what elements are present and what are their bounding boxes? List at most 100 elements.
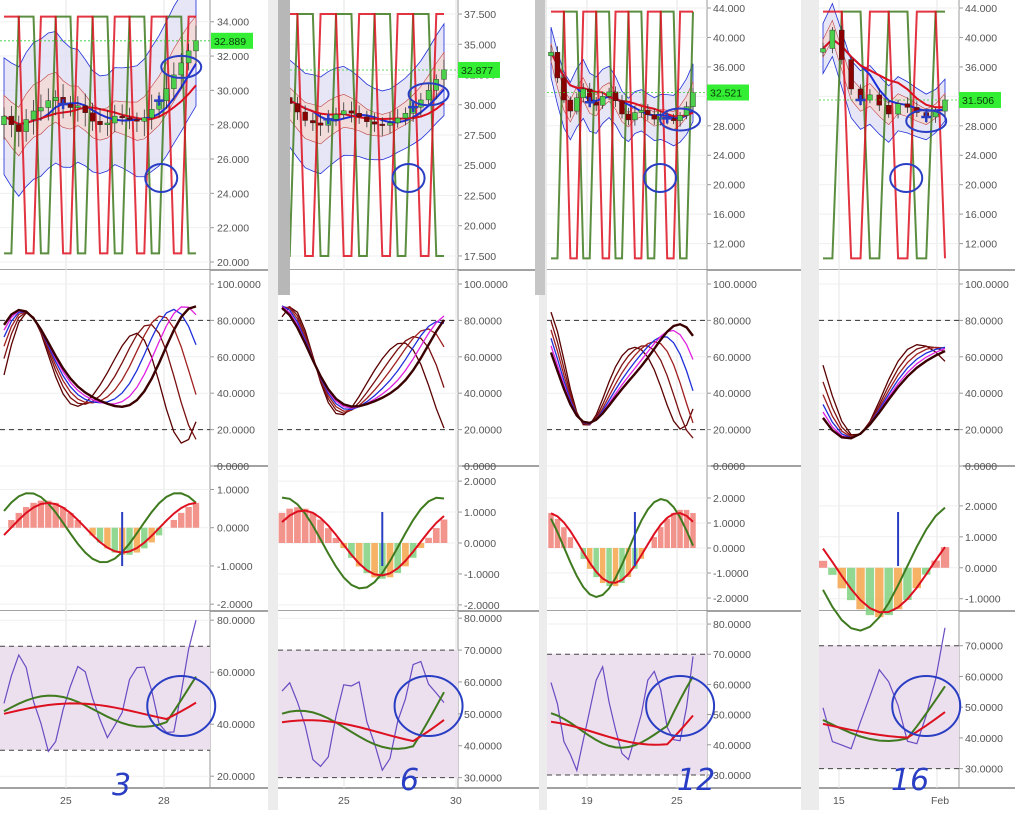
stoch-tick-label: 100.0000 bbox=[965, 279, 1009, 291]
panel-scrollbar[interactable] bbox=[278, 0, 290, 295]
macd-histogram-bar bbox=[325, 528, 332, 543]
price-tick-label: 12.000 bbox=[713, 239, 745, 251]
price-tick-label: 20.000 bbox=[965, 180, 997, 192]
candle-body bbox=[442, 70, 447, 80]
macd-histogram-bar bbox=[548, 513, 553, 548]
macd-histogram-bar bbox=[425, 538, 432, 543]
rsi-tick-label: 70.0000 bbox=[464, 645, 502, 657]
rsi-tick-label: 40.0000 bbox=[217, 719, 255, 731]
macd-tick-label: 1.0000 bbox=[464, 507, 496, 519]
chart-svg-4[interactable]: 15Feb44.00040.00036.00032.00028.00024.00… bbox=[819, 0, 1015, 810]
rsi-tick-label: 20.0000 bbox=[217, 771, 255, 783]
macd-tick-label: 0.0000 bbox=[965, 563, 997, 575]
chart-svg-2[interactable]: 253037.50035.00032.50030.00027.50025.000… bbox=[278, 0, 539, 810]
chart-column-4[interactable]: 15Feb44.00040.00036.00032.00028.00024.00… bbox=[819, 0, 1015, 810]
candle-body bbox=[639, 110, 644, 112]
candle-body bbox=[303, 112, 308, 120]
candle-body bbox=[357, 113, 362, 117]
candle-body bbox=[134, 120, 139, 122]
candle-body bbox=[9, 116, 14, 125]
stoch-tick-label: 60.0000 bbox=[217, 352, 255, 364]
price-tick-label: 26.000 bbox=[217, 154, 249, 166]
macd-tick-label: 2.0000 bbox=[965, 501, 997, 513]
candle-body bbox=[179, 63, 184, 75]
stoch-tick-label: 60.0000 bbox=[713, 352, 751, 364]
stoch-tick-label: 100.0000 bbox=[464, 279, 508, 291]
candle-body bbox=[38, 108, 43, 111]
stoch-tick-label: 60.0000 bbox=[965, 352, 1003, 364]
handwritten-note: 16 bbox=[891, 763, 929, 798]
x-tick-label: 19 bbox=[581, 795, 593, 807]
stoch-tick-label: 20.0000 bbox=[965, 425, 1003, 437]
chart-column-3[interactable]: 192544.00040.00036.00032.00028.00024.000… bbox=[547, 0, 801, 810]
rsi-tick-label: 70.0000 bbox=[965, 641, 1003, 653]
chart-svg-3[interactable]: 192544.00040.00036.00032.00028.00024.000… bbox=[547, 0, 801, 810]
candle-body bbox=[839, 30, 844, 59]
candle-body bbox=[678, 115, 683, 120]
candle-body bbox=[105, 123, 110, 125]
candle-body bbox=[886, 105, 891, 114]
candle-body bbox=[334, 114, 339, 119]
macd-histogram-bar bbox=[178, 513, 184, 528]
candle-body bbox=[549, 52, 554, 56]
rsi-tick-label: 60.0000 bbox=[965, 671, 1003, 683]
candle-body bbox=[620, 101, 625, 114]
candle-body bbox=[652, 115, 657, 119]
price-tick-label: 17.500 bbox=[464, 251, 496, 263]
candle-body bbox=[372, 122, 377, 124]
candle-body bbox=[574, 98, 579, 111]
macd-tick-label: 1.0000 bbox=[965, 532, 997, 544]
x-tick-label: 25 bbox=[60, 795, 72, 807]
candle-body bbox=[120, 116, 125, 118]
candle-body bbox=[318, 123, 323, 125]
macd-tick-label: 1.0000 bbox=[217, 484, 249, 496]
macd-tick-label: -1.0000 bbox=[713, 568, 749, 580]
candle-body bbox=[867, 95, 872, 100]
candle-body bbox=[626, 114, 631, 120]
price-tick-label: 44.000 bbox=[965, 3, 997, 15]
candle-body bbox=[691, 93, 696, 107]
stoch-tick-label: 60.0000 bbox=[464, 352, 502, 364]
macd-histogram-bar bbox=[433, 528, 440, 543]
stoch-tick-label: 0.0000 bbox=[965, 461, 997, 473]
price-tick-label: 28.000 bbox=[713, 121, 745, 133]
rsi-tick-label: 50.0000 bbox=[965, 702, 1003, 714]
candle-body bbox=[142, 118, 147, 121]
stoch-tick-label: 40.0000 bbox=[464, 388, 502, 400]
macd-tick-label: 0.0000 bbox=[464, 538, 496, 550]
price-tick-label: 32.000 bbox=[217, 51, 249, 63]
chart-column-2[interactable]: 253037.50035.00032.50030.00027.50025.000… bbox=[278, 0, 539, 810]
candle-body bbox=[75, 106, 80, 108]
candle-body bbox=[830, 30, 835, 48]
price-tick-label: 12.000 bbox=[965, 239, 997, 251]
macd-tick-label: 2.0000 bbox=[713, 493, 745, 505]
candle-body bbox=[388, 123, 393, 125]
rsi-tick-label: 80.0000 bbox=[713, 619, 751, 631]
x-tick-label: Feb bbox=[931, 795, 949, 807]
candle-body bbox=[2, 116, 7, 125]
price-tick-label: 36.000 bbox=[713, 62, 745, 74]
rsi-tick-label: 50.0000 bbox=[464, 709, 502, 721]
macd-tick-label: -1.0000 bbox=[217, 561, 253, 573]
candle-body bbox=[905, 104, 910, 108]
rsi-tick-label: 80.0000 bbox=[217, 615, 255, 627]
candle-body bbox=[849, 60, 854, 89]
stoch-tick-label: 80.0000 bbox=[713, 315, 751, 327]
stoch-tick-label: 80.0000 bbox=[965, 315, 1003, 327]
rsi-tick-label: 80.0000 bbox=[464, 613, 502, 625]
candle-body bbox=[555, 52, 560, 78]
last-price-label: 32.877 bbox=[461, 65, 493, 77]
macd-tick-label: -2.0000 bbox=[217, 599, 253, 611]
rsi-tick-label: 30.0000 bbox=[965, 764, 1003, 776]
macd-histogram-bar bbox=[875, 568, 883, 617]
panel-scrollbar[interactable] bbox=[535, 0, 545, 295]
candle-body bbox=[349, 111, 354, 113]
rsi-tick-label: 50.0000 bbox=[713, 710, 751, 722]
candle-body bbox=[568, 100, 573, 111]
macd-histogram-bar bbox=[193, 503, 199, 528]
stoch-tick-label: 100.0000 bbox=[713, 279, 757, 291]
candle-body bbox=[98, 121, 103, 124]
macd-histogram-bar bbox=[658, 527, 663, 548]
